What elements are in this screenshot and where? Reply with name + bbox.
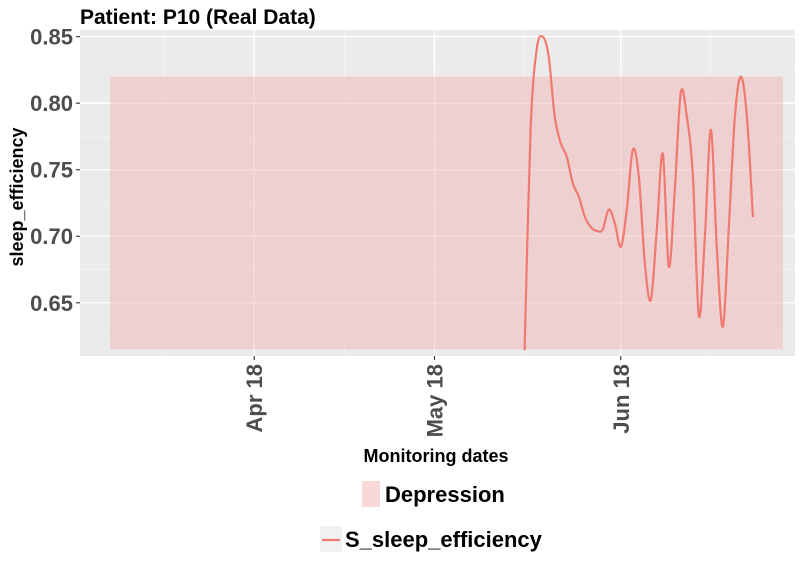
y-tick-label: 0.65 bbox=[30, 291, 73, 316]
depression-bands bbox=[110, 76, 783, 350]
x-axis-label: Monitoring dates bbox=[364, 446, 509, 466]
grid-minor bbox=[80, 30, 795, 356]
chart-title: Patient: P10 (Real Data) bbox=[80, 6, 316, 29]
y-tick-label: 0.85 bbox=[30, 25, 73, 50]
y-axis-label: sleep_efficiency bbox=[7, 127, 27, 266]
series-line-sleep-efficiency bbox=[523, 35, 754, 351]
y-axis-ticks: 0.65 0.70 0.75 0.80 0.85 bbox=[30, 25, 80, 316]
y-tick-label: 0.80 bbox=[30, 91, 73, 116]
series-lines bbox=[523, 35, 754, 351]
legend-series: S_sleep_efficiency bbox=[320, 526, 543, 552]
y-tick-label: 0.70 bbox=[30, 224, 73, 249]
x-tick-label: Jun 18 bbox=[609, 364, 634, 434]
x-tick-label: Apr 18 bbox=[242, 364, 267, 432]
plot-panel bbox=[80, 30, 795, 356]
y-tick-label: 0.75 bbox=[30, 158, 73, 183]
legend-depression-swatch bbox=[362, 481, 380, 507]
x-axis-ticks: Apr 18 May 18 Jun 18 bbox=[242, 356, 634, 437]
depression-band bbox=[110, 76, 783, 350]
legend-depression-label: Depression bbox=[385, 482, 505, 507]
legend-depression: Depression bbox=[362, 481, 505, 507]
x-tick-label: May 18 bbox=[422, 364, 447, 437]
legend-series-label: S_sleep_efficiency bbox=[345, 527, 543, 552]
